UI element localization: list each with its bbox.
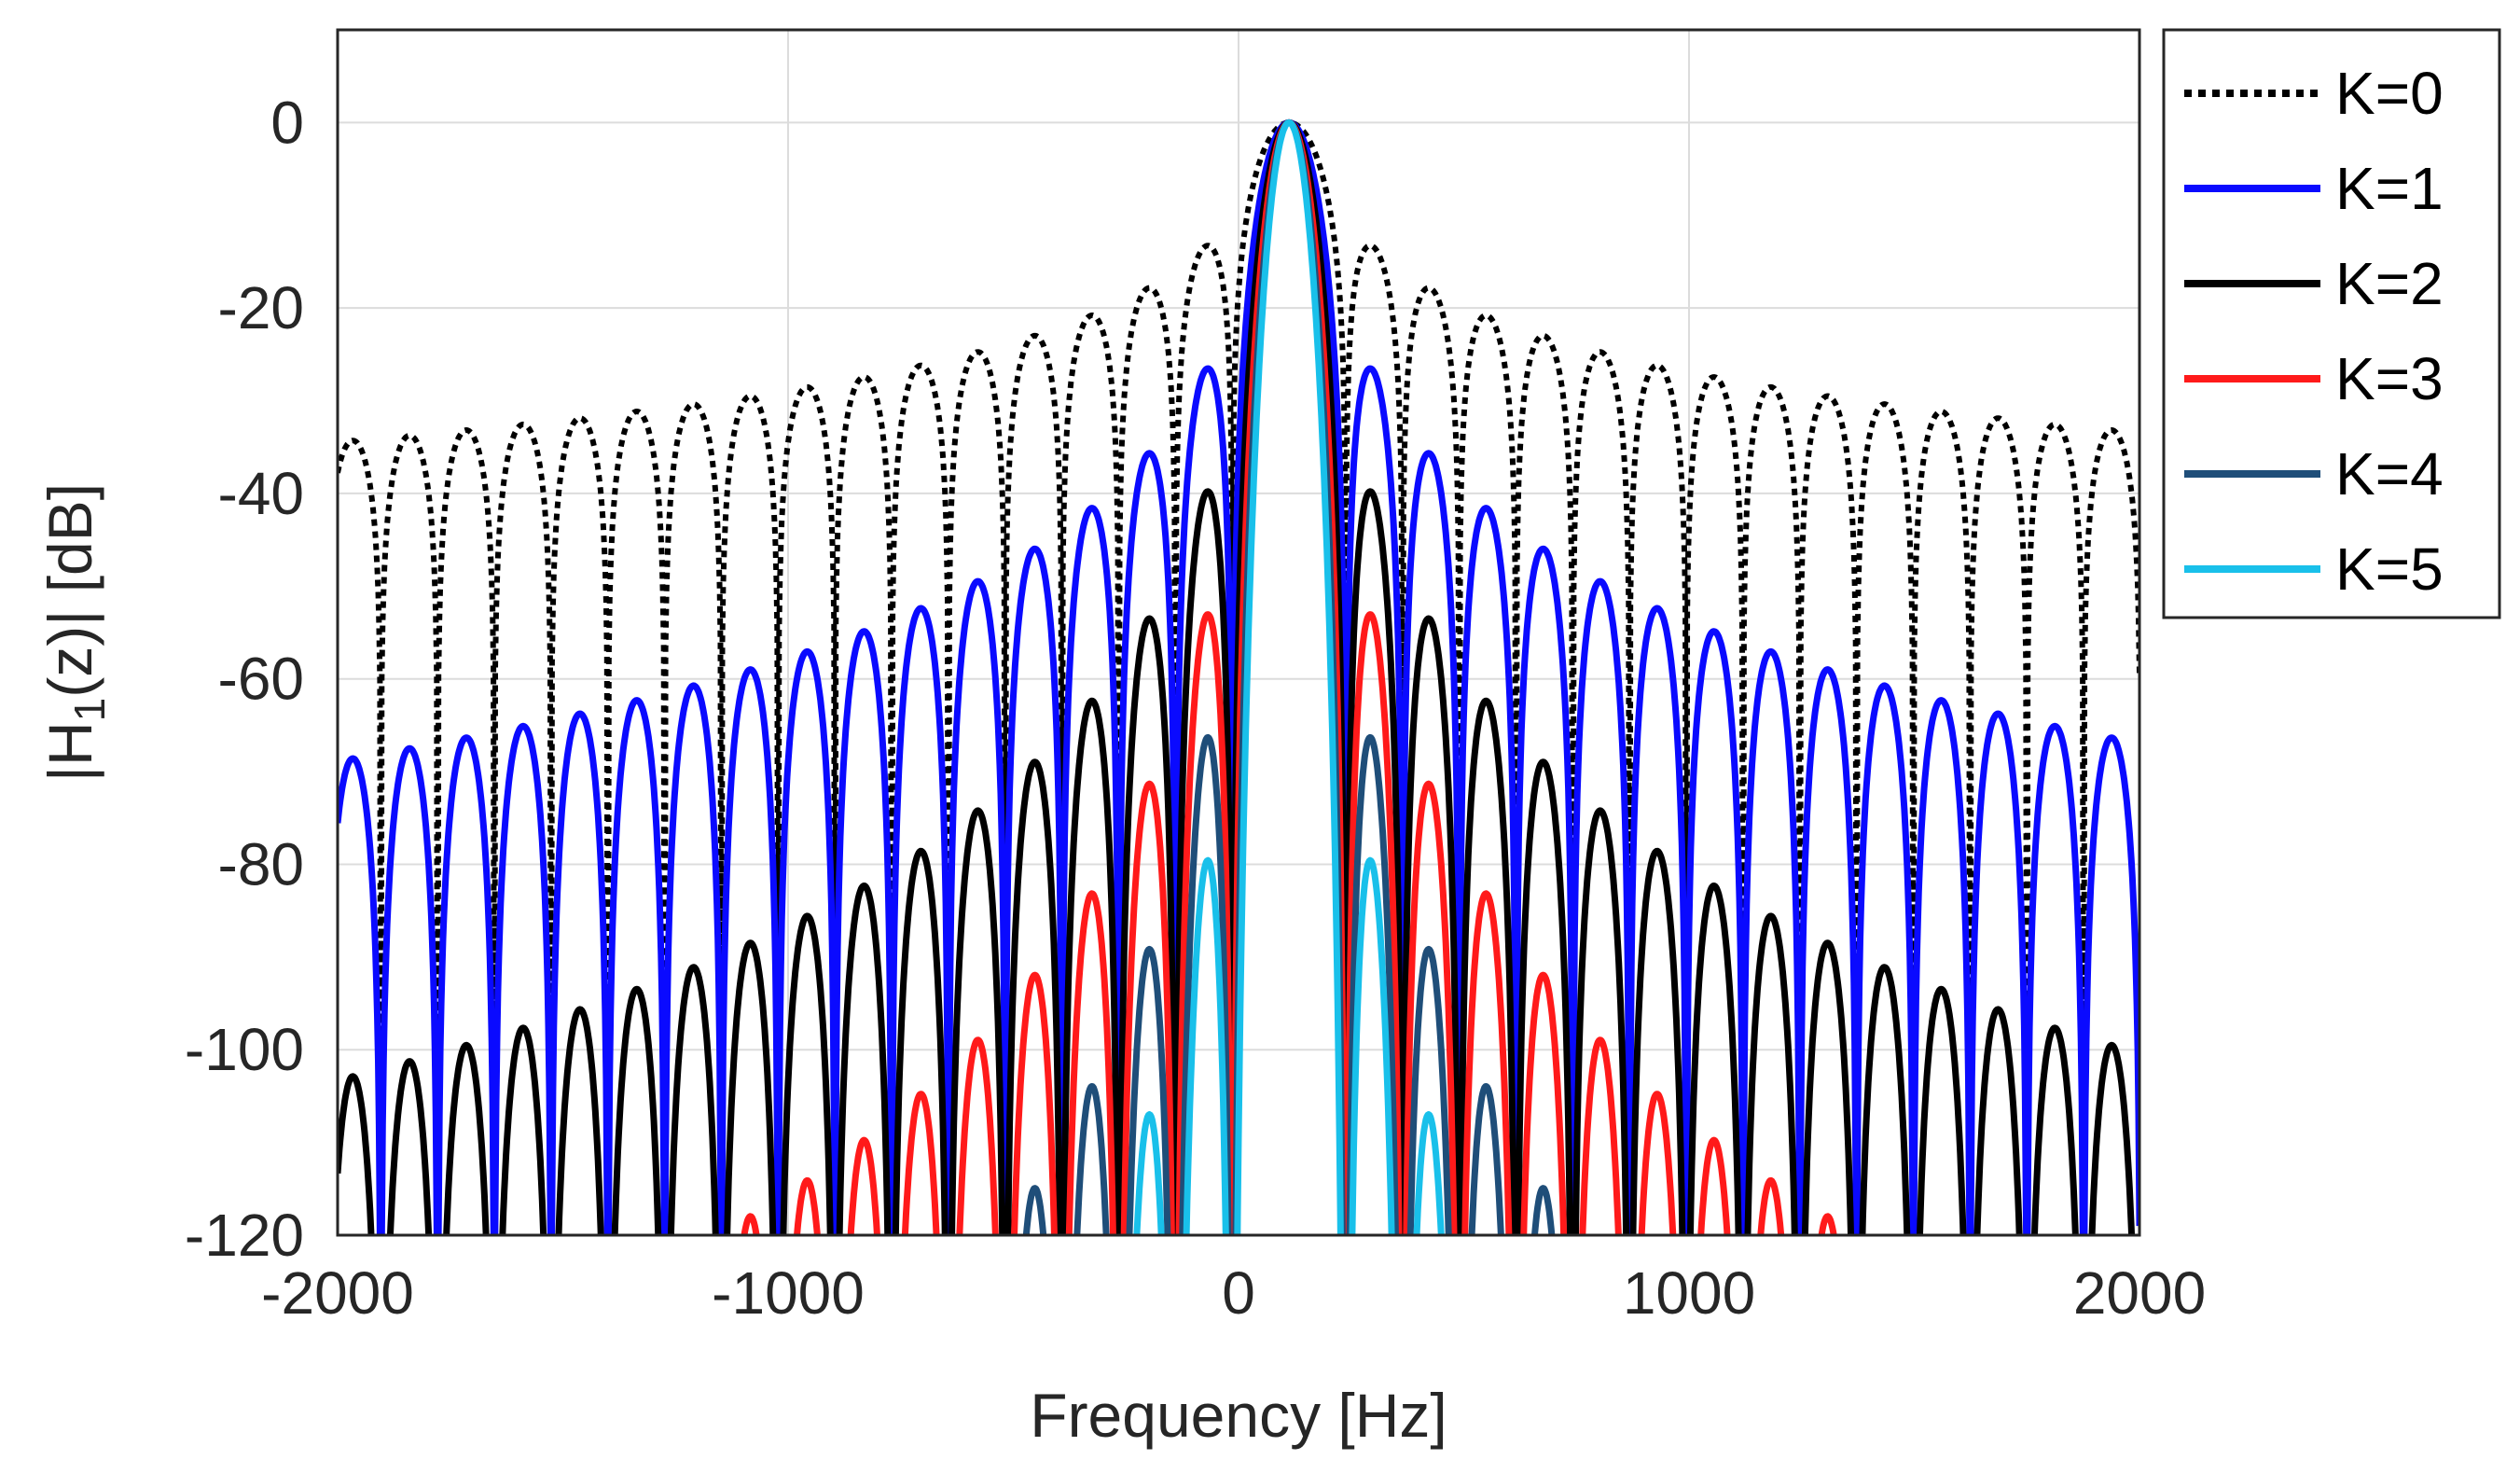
- legend-box: [2162, 28, 2501, 619]
- x-tick-labels: -2000 -1000 0 1000 2000: [261, 1259, 2206, 1327]
- y-tick-label: -120: [185, 1202, 304, 1269]
- series-line-k1: [338, 118, 2139, 1235]
- series-line-k2: [338, 118, 2136, 1235]
- legend-label: K=2: [2335, 250, 2444, 317]
- y-tick-label: 0: [270, 89, 304, 156]
- x-tick-label: -1000: [712, 1259, 865, 1327]
- legend-label: K=1: [2335, 155, 2444, 222]
- legend-label: K=3: [2335, 345, 2444, 412]
- series-layer: [338, 118, 2139, 1235]
- series-line-k0: [338, 119, 2139, 1235]
- y-tick-label: -80: [218, 830, 305, 897]
- series-line-k5: [1133, 118, 1445, 1235]
- y-tick-label: -40: [218, 460, 305, 527]
- x-tick-label: 2000: [2073, 1259, 2206, 1327]
- legend-label: K=0: [2335, 60, 2444, 127]
- y-tick-label: -60: [218, 646, 305, 713]
- legend-label: K=5: [2335, 535, 2444, 603]
- y-tick-label: -100: [185, 1016, 304, 1083]
- y-axis-label: |H1(z)| [dB]: [35, 483, 114, 782]
- x-tick-label: 0: [1222, 1259, 1255, 1327]
- x-axis-label: Frequency [Hz]: [1030, 1381, 1447, 1450]
- x-tick-label: -2000: [261, 1259, 414, 1327]
- x-tick-label: 1000: [1623, 1259, 1755, 1327]
- legend: K=0 K=1 K=2 K=3 K=4 K=5: [2162, 28, 2501, 619]
- plot-frame: [336, 28, 2141, 1237]
- y-tick-labels: 0 -20 -40 -60 -80 -100 -120: [185, 89, 304, 1269]
- y-tick-label: -20: [218, 274, 305, 341]
- legend-label: K=4: [2335, 440, 2444, 508]
